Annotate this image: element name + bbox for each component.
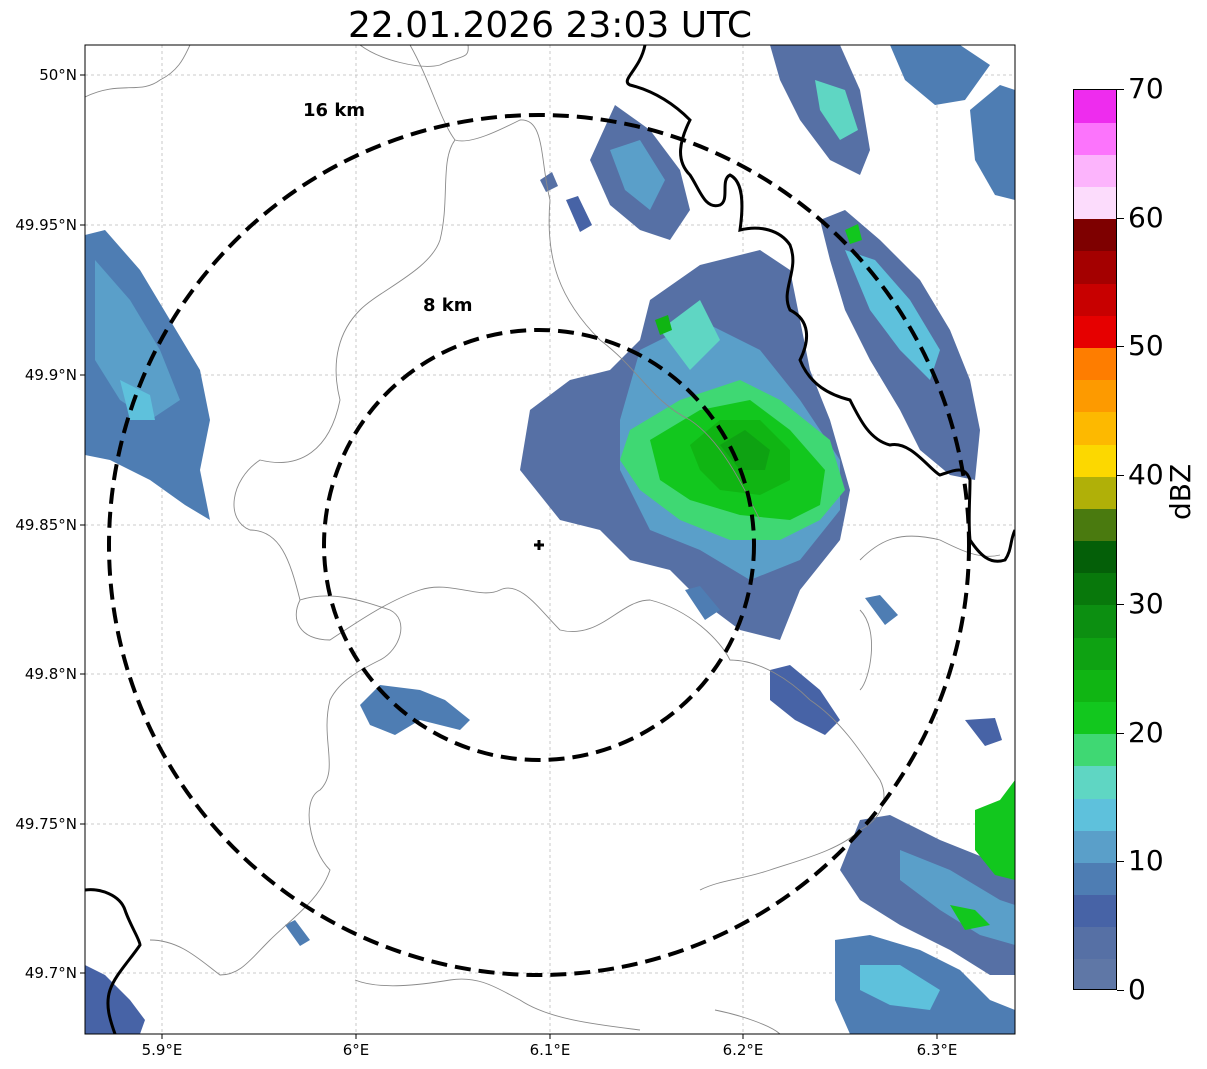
echo-cell-ne-core	[845, 250, 940, 380]
colorbar-tick	[1117, 89, 1124, 90]
colorbar-tick	[1117, 990, 1124, 991]
y-tick-label: 49.8°N	[24, 665, 77, 683]
colorbar-segment	[1074, 926, 1116, 960]
colorbar-segment	[1074, 765, 1116, 799]
echo-cell-bottom-left	[85, 965, 145, 1034]
colorbar-segment	[1074, 508, 1116, 542]
range-rings	[107, 113, 971, 977]
echo-cell-se-1	[770, 665, 840, 735]
colorbar-label: dBZ	[1164, 463, 1197, 520]
colorbar-tick	[1117, 603, 1124, 605]
colorbar-segment	[1074, 862, 1116, 896]
echo-cell-sw	[360, 685, 470, 735]
x-tick-label: 6.1°E	[529, 1041, 571, 1059]
colorbar-tick-label: 0	[1128, 973, 1146, 1006]
colorbar-segment	[1074, 347, 1116, 381]
echo-speck-1	[540, 172, 558, 192]
x-tick-label: 5.9°E	[141, 1041, 183, 1059]
colorbar	[1073, 89, 1117, 990]
echo-cell-main-small	[655, 315, 672, 335]
echo-cell-se-green	[975, 780, 1015, 880]
echo-cell-west-core2	[120, 380, 155, 420]
y-tick-label: 49.7°N	[24, 964, 77, 982]
echo-speck-3	[285, 920, 310, 946]
y-tick-label: 49.95°N	[15, 216, 77, 234]
echo-cell-se-green2	[950, 905, 990, 930]
colorbar-segment	[1074, 797, 1116, 831]
colorbar-segment	[1074, 411, 1116, 445]
colorbar-segment	[1074, 476, 1116, 509]
colorbar-segment	[1074, 218, 1116, 252]
x-tick-label: 6.3°E	[916, 1041, 958, 1059]
colorbar-segment	[1074, 701, 1116, 735]
radar-center-marker	[534, 540, 544, 550]
colorbar-segment	[1074, 186, 1116, 220]
colorbar-segment	[1074, 315, 1116, 349]
colorbar-tick-label: 10	[1128, 844, 1164, 878]
echo-cell-top-3	[970, 85, 1015, 200]
colorbar-segment	[1074, 894, 1116, 928]
colorbar-tick	[1117, 475, 1124, 477]
axis-ticks	[80, 74, 938, 1039]
colorbar-tick-label: 70	[1128, 72, 1164, 105]
y-tick-label: 49.85°N	[15, 516, 77, 534]
colorbar-segment	[1074, 379, 1116, 413]
colorbar-segment	[1074, 604, 1116, 638]
echo-cell-main-dark	[720, 430, 770, 470]
echo-cell-main-light	[660, 300, 720, 370]
echo-speck-4	[685, 586, 720, 620]
colorbar-tick	[1117, 861, 1124, 863]
colorbar-segment	[1074, 572, 1116, 606]
range-ring-label-16km: 16 km	[303, 100, 366, 121]
colorbar-segment	[1074, 669, 1116, 702]
colorbar-tick-label: 30	[1128, 586, 1164, 620]
y-tick-label: 49.75°N	[15, 815, 77, 833]
colorbar-tick-label: 20	[1128, 715, 1164, 749]
echo-speck-6	[965, 718, 1002, 746]
x-tick-label: 6°E	[342, 1041, 370, 1059]
colorbar-tick	[1117, 217, 1124, 219]
chart-title: 22.01.2026 23:03 UTC	[347, 5, 753, 46]
colorbar-segment	[1074, 830, 1116, 863]
colorbar-segment	[1074, 637, 1116, 670]
colorbar-tick-label: 40	[1128, 458, 1164, 492]
colorbar-tick	[1117, 732, 1124, 734]
echo-cell-west-core	[95, 260, 180, 420]
echo-cell-top-1-core	[815, 80, 858, 140]
colorbar-tick-label: 50	[1128, 329, 1164, 363]
colorbar-segment	[1074, 122, 1116, 155]
echo-cell-top-2	[890, 45, 990, 105]
range-ring-8km	[322, 328, 756, 762]
y-tick-label: 50°N	[39, 66, 77, 84]
colorbar-segment	[1074, 250, 1116, 284]
echo-speck-2	[566, 196, 592, 232]
range-ring-16km	[107, 113, 971, 977]
colorbar-segment	[1074, 733, 1116, 767]
colorbar-tick-label: 60	[1128, 200, 1164, 234]
colorbar-tick	[1117, 346, 1124, 348]
x-tick-label: 6.2°E	[722, 1041, 764, 1059]
range-ring-label-8km: 8 km	[423, 295, 473, 316]
echo-cell-ne-speck	[845, 224, 862, 244]
colorbar-segment	[1074, 154, 1116, 188]
national-borders	[85, 45, 1015, 1034]
colorbar-segment	[1074, 958, 1116, 989]
y-tick-label: 49.9°N	[24, 366, 77, 384]
colorbar-segment	[1074, 443, 1116, 477]
echo-cell-north-core	[610, 140, 665, 210]
colorbar-segment	[1074, 540, 1116, 574]
echo-cell-bottom-core	[860, 965, 940, 1010]
echo-speck-5	[865, 595, 898, 625]
colorbar-segment	[1074, 283, 1116, 316]
colorbar-segment	[1074, 90, 1116, 123]
